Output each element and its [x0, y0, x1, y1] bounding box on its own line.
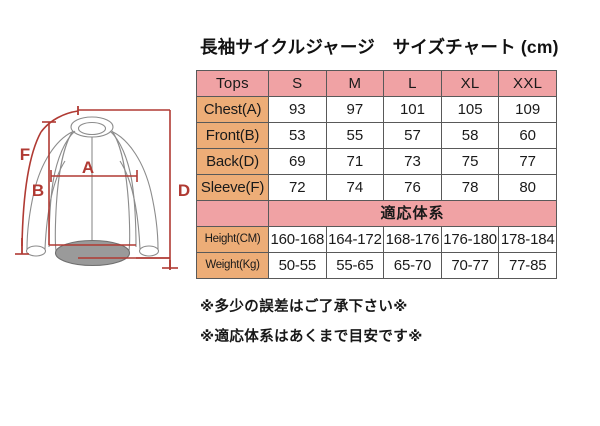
jersey-diagram-svg: A B D F — [15, 106, 190, 270]
back-xl: 75 — [440, 148, 500, 175]
front-l: 57 — [383, 122, 442, 149]
chest-l: 101 — [383, 96, 442, 123]
weight-m: 55-65 — [325, 252, 385, 279]
row-label-sleeve: Sleeve(F) — [196, 174, 269, 201]
collar-inner — [77, 121, 107, 136]
label-front-length-B: B — [32, 181, 44, 200]
jersey-diagram: A B D F — [8, 86, 198, 296]
header-size-l: L — [383, 70, 442, 97]
label-sleeve-F: F — [20, 145, 30, 164]
sleeve-s: 72 — [268, 174, 327, 201]
table-row: Height(CM) 160-168 164-172 168-176 176-1… — [196, 226, 557, 253]
table-row: Weight(Kg) 50-55 55-65 65-70 70-77 77-85 — [196, 252, 557, 279]
front-m: 55 — [325, 122, 385, 149]
sleeve-m: 74 — [325, 174, 385, 201]
cuff-left — [25, 245, 47, 257]
row-label-chest: Chest(A) — [196, 96, 269, 123]
body-right-edge — [111, 130, 131, 252]
sleeve-right-inner — [119, 160, 141, 250]
table-header-row: Tops S M L XL XXL — [196, 70, 557, 97]
measurement-lines — [15, 106, 178, 270]
banner-spacer — [196, 200, 269, 227]
back-m: 71 — [325, 148, 385, 175]
sleeve-xxl: 80 — [498, 174, 557, 201]
cuff-right — [138, 245, 160, 257]
height-l: 168-176 — [383, 226, 442, 253]
front-xxl: 60 — [498, 122, 557, 149]
weight-xl: 70-77 — [440, 252, 500, 279]
row-label-weight: Weight(Kg) — [196, 252, 269, 279]
footnote-tolerance: ※多少の誤差はご了承下さい※ — [200, 299, 408, 315]
sleeve-left-inner — [44, 160, 66, 250]
table-row: Front(B) 53 55 57 58 60 — [196, 122, 557, 149]
table-row: Chest(A) 93 97 101 105 109 — [196, 96, 557, 123]
sleeve-l: 76 — [383, 174, 442, 201]
chest-m: 97 — [325, 96, 385, 123]
footnotes: ※多少の誤差はご了承下さい※ ※適応体系はあくまで目安です※ — [200, 300, 558, 344]
height-s: 160-168 — [268, 226, 327, 253]
back-s: 69 — [268, 148, 327, 175]
row-label-height: Height(CM) — [196, 226, 269, 253]
raglan-seam-right — [109, 130, 137, 248]
label-chest-A: A — [82, 158, 94, 177]
header-size-xxl: XXL — [498, 70, 557, 97]
height-m: 164-172 — [325, 226, 385, 253]
sleeve-length-curve-F — [21, 131, 42, 247]
height-xxl: 178-184 — [498, 226, 557, 253]
back-xxl: 77 — [498, 148, 557, 175]
table-row: Sleeve(F) 72 74 76 78 80 — [196, 174, 557, 201]
chest-xl: 105 — [440, 96, 500, 123]
body-left-edge — [54, 130, 74, 252]
size-chart-panel: 長袖サイクルジャージ サイズチャート (cm) Tops S M L XL XX… — [196, 34, 558, 359]
jersey-outline — [25, 116, 160, 257]
header-size-s: S — [268, 70, 327, 97]
front-xl: 58 — [440, 122, 500, 149]
sleeve-xl: 78 — [440, 174, 500, 201]
banner-label: 適応体系 — [268, 200, 557, 227]
weight-l: 65-70 — [383, 252, 442, 279]
table-row: Back(D) 69 71 73 75 77 — [196, 148, 557, 175]
hem-ellipse — [54, 239, 131, 267]
shoulder-arc — [40, 110, 79, 133]
row-label-front: Front(B) — [196, 122, 269, 149]
weight-s: 50-55 — [268, 252, 327, 279]
front-s: 53 — [268, 122, 327, 149]
header-corner-label: Tops — [196, 70, 269, 97]
weight-xxl: 77-85 — [498, 252, 557, 279]
sleeve-right-outer — [112, 131, 159, 250]
footnote-guideline: ※適応体系はあくまで目安です※ — [200, 328, 423, 345]
size-chart-table: Tops S M L XL XXL Chest(A) 93 97 101 105… — [196, 70, 557, 279]
header-size-xl: XL — [440, 70, 500, 97]
sleeve-left-outer — [26, 131, 73, 250]
page-title: 長袖サイクルジャージ サイズチャート (cm) — [200, 37, 559, 57]
table-banner-row: 適応体系 — [196, 200, 557, 227]
back-l: 73 — [383, 148, 442, 175]
chest-s: 93 — [268, 96, 327, 123]
label-back-length-D: D — [178, 181, 190, 200]
header-size-m: M — [325, 70, 385, 97]
chest-xxl: 109 — [498, 96, 557, 123]
row-label-back: Back(D) — [196, 148, 269, 175]
height-xl: 176-180 — [440, 226, 500, 253]
